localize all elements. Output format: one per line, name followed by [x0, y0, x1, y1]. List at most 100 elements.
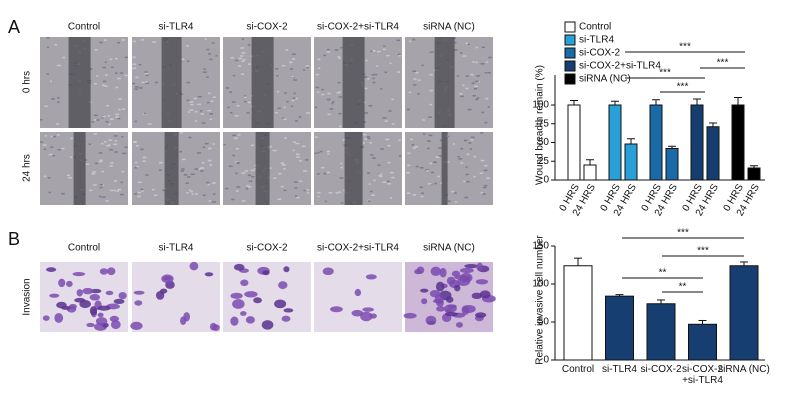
texture: [337, 55, 340, 58]
texture: [159, 161, 163, 164]
texture: [154, 81, 158, 84]
cell: [362, 307, 374, 312]
texture: [190, 173, 195, 176]
texture: [43, 148, 47, 150]
texture: [232, 154, 235, 157]
texture: [363, 76, 368, 78]
texture: [327, 113, 331, 116]
texture: [372, 157, 376, 159]
texture: [162, 189, 166, 192]
texture: [398, 54, 401, 57]
texture: [406, 192, 411, 194]
texture: [188, 136, 192, 139]
texture: [335, 192, 339, 194]
texture: [295, 120, 298, 122]
texture: [209, 113, 213, 115]
texture: [321, 166, 325, 169]
texture: [303, 69, 306, 71]
cell: [42, 315, 50, 321]
texture: [183, 174, 188, 176]
texture: [93, 133, 97, 135]
texture: [120, 181, 123, 184]
texture: [134, 161, 138, 164]
wound-gap: [164, 132, 179, 205]
cell: [86, 322, 95, 328]
texture: [340, 202, 344, 204]
texture: [144, 71, 148, 73]
texture: [323, 172, 327, 175]
texture: [469, 148, 473, 150]
texture: [204, 142, 209, 145]
texture: [299, 180, 302, 183]
texture: [421, 64, 424, 67]
texture: [470, 73, 474, 76]
cell: [72, 271, 86, 277]
texture: [251, 175, 255, 178]
texture: [113, 135, 118, 137]
texture: [480, 63, 485, 65]
texture: [230, 57, 234, 59]
texture: [50, 146, 54, 148]
texture: [389, 62, 392, 65]
texture: [247, 174, 252, 177]
texture: [447, 200, 451, 202]
column-label: si-COX-2+si-TLR4: [317, 22, 399, 33]
texture: [62, 56, 66, 59]
texture: [323, 54, 327, 57]
texture: [466, 180, 470, 183]
wound-gap: [251, 37, 274, 128]
texture: [475, 61, 478, 64]
texture: [109, 162, 114, 164]
texture: [473, 155, 477, 158]
texture: [56, 134, 60, 136]
cell: [76, 289, 83, 297]
texture: [373, 179, 376, 182]
texture: [396, 39, 401, 42]
texture: [291, 53, 296, 56]
cell: [281, 315, 291, 322]
texture: [371, 194, 376, 196]
texture: [283, 118, 287, 121]
texture: [337, 81, 341, 84]
texture: [53, 135, 57, 138]
texture: [465, 173, 469, 176]
texture: [406, 172, 410, 174]
texture: [193, 97, 197, 100]
cell: [240, 279, 249, 287]
texture: [104, 61, 107, 64]
texture: [201, 161, 205, 164]
texture: [283, 189, 287, 192]
texture: [248, 63, 251, 65]
texture: [109, 165, 113, 167]
texture: [236, 186, 241, 188]
texture: [206, 101, 210, 104]
cell: [134, 300, 143, 306]
cell: [444, 312, 458, 317]
texture: [68, 177, 73, 179]
texture: [274, 111, 279, 114]
texture: [254, 168, 257, 170]
x-tick-label: siRNA (NC): [718, 364, 770, 375]
texture: [456, 75, 460, 77]
cell: [110, 320, 121, 330]
texture: [419, 166, 424, 169]
texture: [117, 117, 121, 120]
texture: [94, 162, 99, 165]
cell: [403, 312, 417, 319]
texture: [105, 121, 109, 123]
column-label: siRNA (NC): [423, 243, 475, 254]
texture: [235, 147, 240, 150]
texture: [207, 159, 212, 162]
texture: [272, 149, 277, 152]
texture: [474, 80, 479, 83]
cell: [68, 303, 77, 310]
texture: [200, 167, 205, 169]
texture: [292, 149, 295, 152]
texture: [417, 93, 420, 95]
cell: [204, 272, 214, 277]
texture: [452, 143, 455, 145]
texture: [179, 150, 182, 153]
texture: [235, 172, 238, 175]
texture: [435, 156, 440, 158]
